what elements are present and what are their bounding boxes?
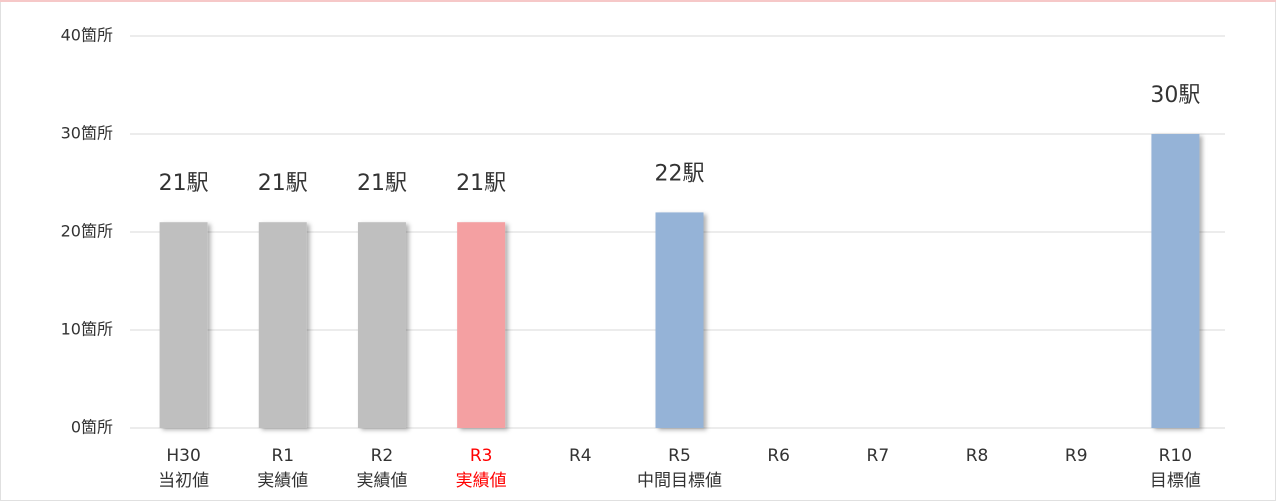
x-tick-note: 目標値 xyxy=(1150,471,1201,491)
bar xyxy=(457,222,506,428)
x-tick-note: 中間目標値 xyxy=(637,471,722,491)
y-tick-label: 10箇所 xyxy=(61,320,113,339)
bar xyxy=(655,212,704,428)
data-label: 21駅 xyxy=(357,171,407,196)
x-tick-label: R6 xyxy=(767,446,790,466)
x-tick-label: R9 xyxy=(1065,446,1088,466)
bar xyxy=(258,222,307,428)
data-label: 22駅 xyxy=(655,161,705,186)
data-label: 21駅 xyxy=(456,171,506,196)
x-tick-label: R4 xyxy=(569,446,592,466)
data-label: 30駅 xyxy=(1150,83,1200,108)
x-tick-label: R1 xyxy=(271,446,294,466)
bar xyxy=(159,222,208,428)
y-tick-label: 30箇所 xyxy=(61,124,113,143)
x-tick-note: 当初値 xyxy=(158,471,209,491)
y-tick-label: 20箇所 xyxy=(61,222,113,241)
x-tick-label: R3 xyxy=(470,446,493,466)
bar xyxy=(357,222,406,428)
x-tick-note: 実績値 xyxy=(257,471,308,491)
x-tick-label: R7 xyxy=(867,446,890,466)
x-tick-label: R10 xyxy=(1159,446,1192,466)
x-tick-note: 実績値 xyxy=(356,471,407,491)
y-tick-label: 0箇所 xyxy=(71,418,113,437)
data-label: 21駅 xyxy=(159,171,209,196)
x-tick-label: R8 xyxy=(966,446,989,466)
x-tick-label: H30 xyxy=(166,446,200,466)
bar xyxy=(1151,134,1200,428)
x-tick-label: R2 xyxy=(371,446,394,466)
x-tick-note: 実績値 xyxy=(456,471,507,491)
y-tick-label: 40箇所 xyxy=(61,26,113,45)
x-tick-label: R5 xyxy=(668,446,691,466)
data-label: 21駅 xyxy=(258,171,308,196)
